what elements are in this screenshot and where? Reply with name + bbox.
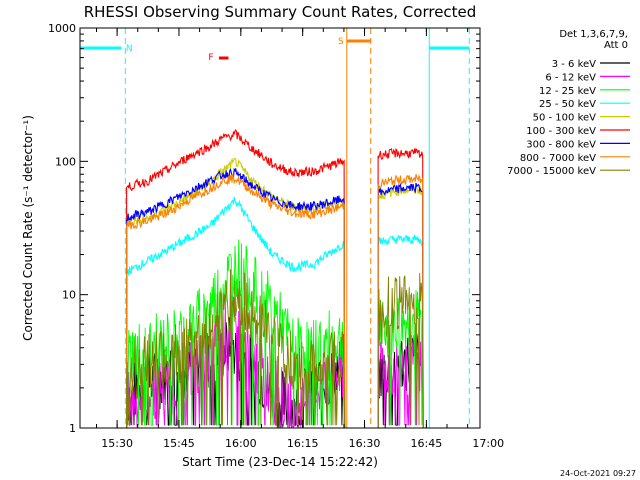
chart-title: RHESSI Observing Summary Count Rates, Co… [84,3,477,21]
series-line-3 [126,196,346,428]
legend-label: 25 - 50 keV [539,99,596,110]
series-line-5 [126,128,346,428]
saa-label: S [338,37,344,47]
y-axis-label: Corrected Count Rate (s⁻¹ detector⁻¹) [21,115,35,341]
series-line-6 [377,182,424,428]
y-tick-label: 1000 [48,22,76,35]
legend-label: 100 - 300 keV [526,126,596,137]
legend-label: 800 - 7000 keV [520,153,596,164]
timestamp: 24-Oct-2021 09:27 [560,469,636,478]
series-line-6 [126,167,346,428]
series-line-7 [126,173,346,428]
series-line-2 [126,239,346,428]
y-tick-label: 1 [69,422,76,435]
x-axis-ticks: 15:30 15:45 16:00 16:15 16:30 16:45 17:00 [95,28,504,450]
plot-frame [79,27,481,429]
y-axis-ticks: 1 10 100 1000 [48,22,480,435]
series-line-7 [377,174,424,428]
legend-header: Det 1,3,6,7,9, [559,29,628,40]
series-line-8 [377,272,424,428]
y-tick-label: 100 [55,155,76,168]
x-tick-label: 15:30 [101,437,133,450]
legend-label: 300 - 800 keV [526,139,596,150]
observing-annotations: N S F [80,28,470,428]
flare-label: F [208,53,213,63]
legend-label: 7000 - 15000 keV [507,166,596,177]
series-line-5 [377,147,424,428]
x-tick-label: 16:15 [287,437,319,450]
legend-label: 3 - 6 keV [552,59,596,70]
legend-header: Att 0 [604,40,628,51]
legend: Det 1,3,6,7,9,Att 0 3 - 6 keV 6 - 12 keV 12… [507,29,630,177]
x-tick-label: 17:00 [472,437,504,450]
x-tick-label: 15:45 [163,437,195,450]
night-label: N [126,44,133,54]
x-tick-label: 16:00 [225,437,257,450]
series-line-8 [126,269,346,428]
x-tick-label: 16:30 [349,437,381,450]
legend-label: 50 - 100 keV [533,113,597,124]
y-tick-label: 10 [62,289,76,302]
series-line-3 [377,234,424,428]
x-axis-label: Start Time (23-Dec-14 15:22:42) [182,455,378,469]
series-layer [126,128,424,428]
x-tick-label: 16:45 [411,437,443,450]
legend-label: 12 - 25 keV [539,86,596,97]
legend-label: 6 - 12 keV [545,72,596,83]
